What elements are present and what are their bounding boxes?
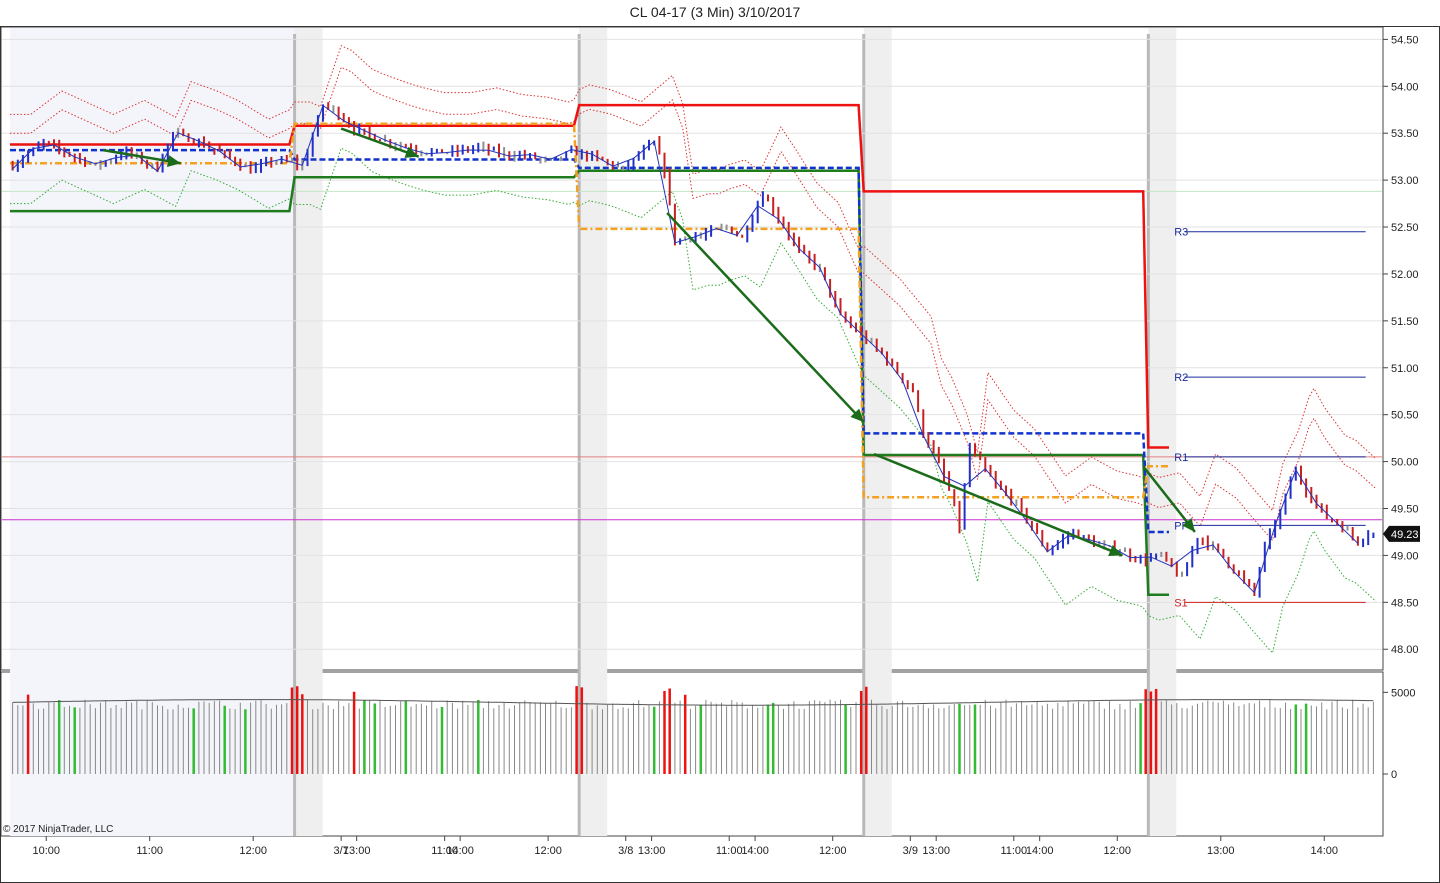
y-tick-label-9: 50.00: [1391, 457, 1419, 469]
y-tick-label-11: 49.00: [1391, 550, 1419, 562]
x-tick-label-2: 12:00: [239, 845, 267, 857]
pivot-level-label-R3: R3: [1174, 227, 1188, 239]
x-tick-label-8: 13:00: [638, 845, 666, 857]
swing-line: [12, 104, 1359, 594]
x-tick-label-17: 12:00: [1104, 845, 1132, 857]
trend-arrow-0: [102, 148, 181, 165]
trend-arrow-4: [1142, 465, 1196, 533]
x-tick-label-0: 10:00: [32, 845, 60, 857]
y-tick-label-4: 52.50: [1391, 222, 1419, 234]
pivot-level-label-R2: R2: [1174, 372, 1188, 384]
trend-arrowhead-4: [1182, 518, 1195, 532]
trend-arrowhead-3: [1108, 544, 1123, 557]
y-tick-label-3: 53.00: [1391, 175, 1419, 187]
volume-tick-label-1: 0: [1391, 769, 1397, 781]
y-tick-label-10: 49.50: [1391, 504, 1419, 516]
last-price-marker: [1383, 525, 1420, 542]
y-tick-label-13: 48.00: [1391, 644, 1419, 656]
axis-labels: 54.50 54.00 53.50 53.00 52.50 52.00 51.50 51.00…: [32, 34, 1418, 857]
x-tick-label-18: 13:00: [1207, 845, 1235, 857]
x-tick-label-11: 11:00: [716, 845, 743, 857]
y-tick-label-2: 53.50: [1391, 128, 1419, 140]
x-tick-label-13: 13:00: [922, 845, 950, 857]
trend-arrow-2: [666, 212, 865, 424]
x-tick-label-14: 14:00: [1026, 845, 1054, 857]
x-tick-label-3: 13:00: [343, 845, 371, 857]
session-gap-3: [1148, 28, 1177, 836]
trend-arrows: [102, 127, 1196, 557]
trend-arrow-1: [340, 127, 420, 158]
pivot-level-label-R1: R1: [1174, 452, 1188, 464]
y-tick-label-0: 54.50: [1391, 34, 1419, 46]
trend-arrowhead-1: [404, 146, 419, 158]
y-tick-label-7: 51.00: [1391, 363, 1419, 375]
upper-envelope-inner: [10, 66, 1377, 542]
trend-arrowhead-2: [850, 408, 864, 423]
y-tick-label-12: 48.50: [1391, 597, 1419, 609]
y-tick-label-8: 50.50: [1391, 410, 1419, 422]
trend-arrowhead-0: [166, 155, 181, 167]
support-step-line: [10, 169, 1169, 597]
x-tick-label-10: 3/8: [618, 845, 633, 857]
x-tick-label-1: 11:00: [136, 845, 163, 857]
x-tick-label-19: 14:00: [1310, 845, 1338, 857]
volume-average-line: [12, 699, 1374, 706]
trend-arrow-3: [873, 452, 1123, 557]
volume-bars: [12, 686, 1374, 774]
resistance-step-line: [10, 103, 1169, 449]
x-tick-label-4: 14:00: [446, 845, 474, 857]
last-price-label: 49.23: [1391, 529, 1419, 541]
session-gap-2: [863, 28, 892, 836]
y-tick-label-6: 51.50: [1391, 316, 1419, 328]
copyright-notice: © 2017 NinjaTrader, LLC: [3, 824, 114, 835]
y-tick-label-5: 52.00: [1391, 269, 1419, 281]
x-tick-label-15: 3/9: [903, 845, 918, 857]
x-tick-label-16: 11:00: [1000, 845, 1027, 857]
session-gap-0: [294, 28, 323, 836]
x-tick-label-9: 14:00: [741, 845, 769, 857]
x-tick-label-12: 12:00: [819, 845, 847, 857]
x-tick-label-6: 11:00: [431, 845, 458, 857]
price-grid: [2, 38, 1382, 650]
y-tick-label-1: 54.00: [1391, 81, 1419, 93]
chart-title: CL 04-17 (3 Min) 3/10/2017: [629, 4, 801, 20]
x-tick-label-7: 12:00: [534, 845, 562, 857]
pivot-level-label-S1: S1: [1174, 597, 1187, 609]
session-gap-1: [579, 28, 608, 836]
x-tick-label-5: 3/7: [334, 845, 349, 857]
volume-tick-label-0: 5000: [1391, 687, 1415, 699]
